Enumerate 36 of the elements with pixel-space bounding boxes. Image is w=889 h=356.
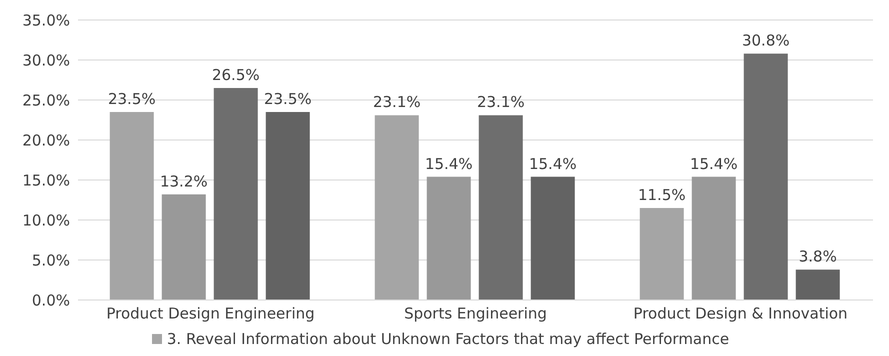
y-tick-label: 35.0% (22, 11, 70, 30)
data-label: 26.5% (212, 66, 260, 84)
bar (110, 112, 154, 300)
bar (162, 194, 206, 300)
data-label: 15.4% (528, 154, 577, 173)
bar (374, 115, 419, 300)
x-tick-label: Product Design & Innovation (633, 304, 848, 323)
data-label: 3.8% (798, 248, 837, 266)
bar (426, 176, 471, 300)
data-label: 30.8% (742, 32, 790, 50)
y-tick-label: 25.0% (22, 91, 70, 110)
y-tick-label: 30.0% (22, 51, 70, 70)
y-tick-label: 5.0% (32, 251, 70, 270)
data-label: 11.5% (638, 186, 686, 204)
bar (744, 54, 788, 300)
y-tick-label: 10.0% (22, 211, 70, 230)
bar (796, 270, 840, 300)
y-tick-label: 15.0% (22, 171, 70, 190)
data-label: 23.1% (372, 93, 421, 112)
data-label: 23.1% (476, 93, 525, 112)
y-tick-label: 0.0% (32, 291, 70, 310)
data-label: 15.4% (424, 154, 473, 173)
bar (214, 88, 258, 300)
bar (640, 208, 684, 300)
bar (266, 112, 310, 300)
x-tick-label: Product Design Engineering (106, 304, 315, 323)
bar (692, 176, 736, 300)
legend-label: 3. Reveal Information about Unknown Factors that may affect Performance (166, 330, 730, 348)
bar (530, 176, 575, 300)
data-label: 13.2% (160, 172, 208, 190)
bar (478, 115, 523, 300)
y-tick-label: 20.0% (22, 131, 70, 150)
x-tick-label: Sports Engineering (404, 304, 547, 323)
data-label: 15.4% (690, 154, 738, 173)
data-label: 23.5% (264, 90, 312, 108)
data-label: 23.5% (108, 90, 156, 108)
